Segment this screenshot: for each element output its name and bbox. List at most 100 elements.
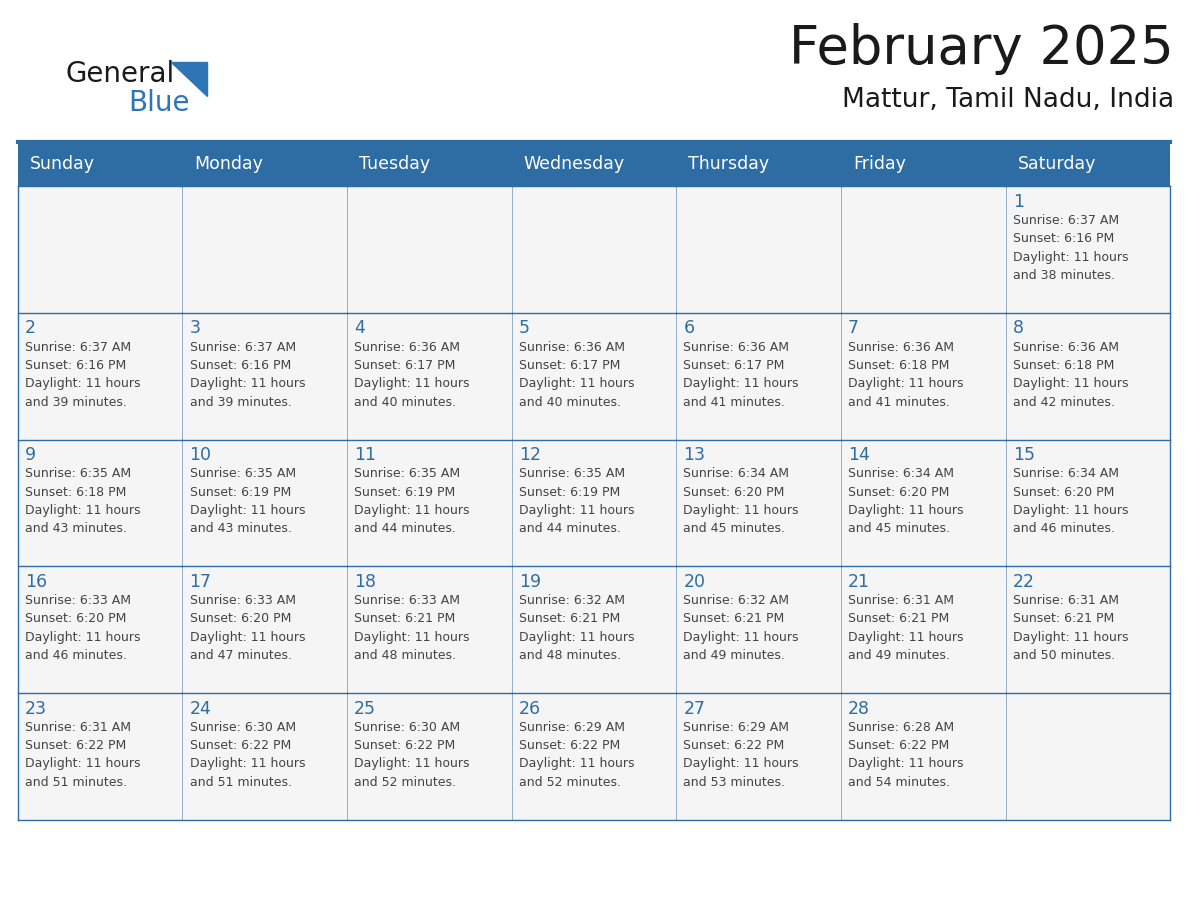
Text: and 51 minutes.: and 51 minutes.	[25, 776, 127, 789]
Text: 13: 13	[683, 446, 706, 465]
Bar	[841, 440, 1005, 566]
Text: 19: 19	[519, 573, 541, 591]
Text: 11: 11	[354, 446, 377, 465]
Bar	[841, 693, 1005, 820]
Text: Tuesday: Tuesday	[359, 155, 430, 174]
Text: Sunset: 6:19 PM: Sunset: 6:19 PM	[519, 486, 620, 498]
Text: Daylight: 11 hours: Daylight: 11 hours	[519, 757, 634, 770]
Text: Sunset: 6:20 PM: Sunset: 6:20 PM	[683, 486, 785, 498]
Polygon shape	[171, 62, 207, 96]
Text: 3: 3	[190, 319, 201, 338]
Text: Wednesday: Wednesday	[524, 155, 625, 174]
Text: Daylight: 11 hours: Daylight: 11 hours	[190, 631, 305, 644]
Text: Daylight: 11 hours: Daylight: 11 hours	[354, 757, 469, 770]
Text: Daylight: 11 hours: Daylight: 11 hours	[354, 504, 469, 517]
Text: Sunrise: 6:36 AM: Sunrise: 6:36 AM	[1012, 341, 1119, 353]
Text: 22: 22	[1012, 573, 1035, 591]
Text: Saturday: Saturday	[1017, 155, 1095, 174]
Bar	[1005, 566, 1170, 693]
Text: 18: 18	[354, 573, 377, 591]
Text: Sunset: 6:18 PM: Sunset: 6:18 PM	[1012, 359, 1114, 372]
Bar	[512, 440, 676, 566]
Text: Daylight: 11 hours: Daylight: 11 hours	[354, 631, 469, 644]
Bar	[676, 186, 841, 313]
Text: 16: 16	[25, 573, 48, 591]
Text: Sunset: 6:22 PM: Sunset: 6:22 PM	[519, 739, 620, 752]
Text: Sunset: 6:18 PM: Sunset: 6:18 PM	[848, 359, 949, 372]
Bar	[1005, 313, 1170, 440]
Text: and 48 minutes.: and 48 minutes.	[354, 649, 456, 662]
Bar	[347, 566, 512, 693]
Text: and 48 minutes.: and 48 minutes.	[519, 649, 621, 662]
Text: Sunset: 6:22 PM: Sunset: 6:22 PM	[354, 739, 455, 752]
Bar	[676, 566, 841, 693]
Bar	[183, 186, 347, 313]
Text: 27: 27	[683, 700, 706, 718]
Text: Daylight: 11 hours: Daylight: 11 hours	[354, 377, 469, 390]
Text: 9: 9	[25, 446, 36, 465]
Text: Sunrise: 6:35 AM: Sunrise: 6:35 AM	[25, 467, 131, 480]
Text: Sunrise: 6:36 AM: Sunrise: 6:36 AM	[848, 341, 954, 353]
Text: and 43 minutes.: and 43 minutes.	[190, 522, 291, 535]
Text: and 40 minutes.: and 40 minutes.	[354, 396, 456, 409]
Text: Sunrise: 6:35 AM: Sunrise: 6:35 AM	[519, 467, 625, 480]
Bar	[676, 313, 841, 440]
Text: Daylight: 11 hours: Daylight: 11 hours	[190, 757, 305, 770]
Text: Sunrise: 6:30 AM: Sunrise: 6:30 AM	[190, 721, 296, 733]
Bar	[347, 186, 512, 313]
Text: 14: 14	[848, 446, 870, 465]
Text: 12: 12	[519, 446, 541, 465]
Text: Daylight: 11 hours: Daylight: 11 hours	[683, 631, 800, 644]
Text: Sunday: Sunday	[30, 155, 95, 174]
Bar	[183, 693, 347, 820]
Text: Daylight: 11 hours: Daylight: 11 hours	[683, 757, 800, 770]
Text: and 44 minutes.: and 44 minutes.	[519, 522, 620, 535]
Text: Sunset: 6:17 PM: Sunset: 6:17 PM	[354, 359, 455, 372]
Text: and 46 minutes.: and 46 minutes.	[1012, 522, 1114, 535]
Text: Daylight: 11 hours: Daylight: 11 hours	[25, 377, 140, 390]
Text: Mattur, Tamil Nadu, India: Mattur, Tamil Nadu, India	[841, 87, 1174, 113]
Text: Daylight: 11 hours: Daylight: 11 hours	[1012, 251, 1129, 263]
Text: Sunrise: 6:28 AM: Sunrise: 6:28 AM	[848, 721, 954, 733]
Text: Daylight: 11 hours: Daylight: 11 hours	[683, 504, 800, 517]
Bar	[18, 186, 183, 313]
Bar	[512, 566, 676, 693]
Text: 6: 6	[683, 319, 695, 338]
Text: Sunrise: 6:35 AM: Sunrise: 6:35 AM	[354, 467, 460, 480]
Text: Sunrise: 6:33 AM: Sunrise: 6:33 AM	[25, 594, 131, 607]
Text: and 47 minutes.: and 47 minutes.	[190, 649, 291, 662]
Text: 26: 26	[519, 700, 541, 718]
Text: Daylight: 11 hours: Daylight: 11 hours	[1012, 504, 1129, 517]
Text: Daylight: 11 hours: Daylight: 11 hours	[1012, 377, 1129, 390]
Text: Sunrise: 6:29 AM: Sunrise: 6:29 AM	[519, 721, 625, 733]
Text: Sunset: 6:22 PM: Sunset: 6:22 PM	[848, 739, 949, 752]
Text: and 45 minutes.: and 45 minutes.	[848, 522, 950, 535]
Text: Sunrise: 6:33 AM: Sunrise: 6:33 AM	[354, 594, 460, 607]
Bar	[347, 440, 512, 566]
Text: Sunrise: 6:29 AM: Sunrise: 6:29 AM	[683, 721, 790, 733]
Text: 20: 20	[683, 573, 706, 591]
Text: Daylight: 11 hours: Daylight: 11 hours	[1012, 631, 1129, 644]
Text: 2: 2	[25, 319, 36, 338]
Text: Monday: Monday	[195, 155, 264, 174]
Text: Sunrise: 6:34 AM: Sunrise: 6:34 AM	[683, 467, 790, 480]
Text: 5: 5	[519, 319, 530, 338]
Text: and 52 minutes.: and 52 minutes.	[519, 776, 621, 789]
Text: and 39 minutes.: and 39 minutes.	[190, 396, 291, 409]
Bar	[841, 566, 1005, 693]
Bar	[183, 566, 347, 693]
Text: Sunrise: 6:32 AM: Sunrise: 6:32 AM	[683, 594, 790, 607]
Text: and 43 minutes.: and 43 minutes.	[25, 522, 127, 535]
Text: Sunrise: 6:34 AM: Sunrise: 6:34 AM	[848, 467, 954, 480]
Text: and 53 minutes.: and 53 minutes.	[683, 776, 785, 789]
Bar	[18, 566, 183, 693]
Text: 23: 23	[25, 700, 48, 718]
Text: Sunset: 6:20 PM: Sunset: 6:20 PM	[848, 486, 949, 498]
Bar	[676, 440, 841, 566]
Text: Sunset: 6:21 PM: Sunset: 6:21 PM	[519, 612, 620, 625]
Text: Sunrise: 6:36 AM: Sunrise: 6:36 AM	[519, 341, 625, 353]
Text: Sunset: 6:21 PM: Sunset: 6:21 PM	[848, 612, 949, 625]
Bar	[18, 693, 183, 820]
Text: Sunrise: 6:31 AM: Sunrise: 6:31 AM	[25, 721, 131, 733]
Text: 28: 28	[848, 700, 870, 718]
